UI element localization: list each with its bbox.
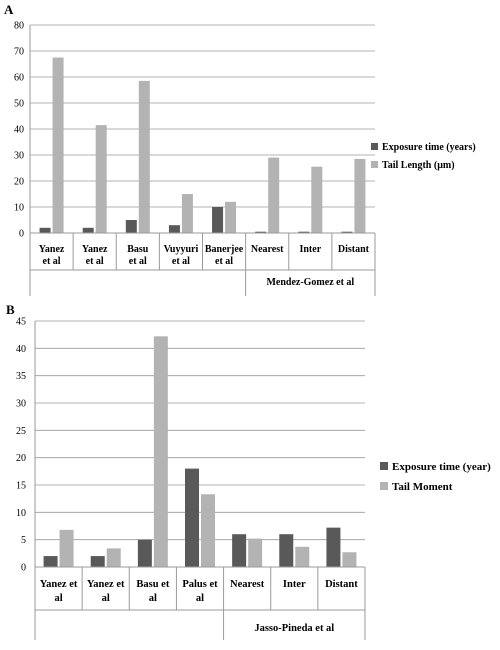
bar-exposure-4: [232, 534, 247, 567]
bar-exposure-0: [39, 227, 51, 233]
bar-exposure-6: [298, 231, 310, 233]
chart-panel-b: 0 5 10 15 20 25 30 35 40 45 Yanez et al Yanez et al Ba…: [16, 317, 491, 640]
y-tick-label: 20: [14, 177, 24, 188]
chart-panel-a: 0 10 20 30 40 50 60 70 80 Yanez et al Yanez et al Bas…: [14, 21, 476, 296]
y-tick-label: 15: [16, 481, 26, 492]
x-category-label: Inter: [299, 244, 321, 255]
x-category-label: Yanez et al: [39, 244, 65, 267]
bar-exposure-0: [43, 556, 58, 567]
x-category-label: Nearest: [230, 579, 265, 590]
bar-tail-5: [295, 546, 310, 567]
bar-tail-2: [153, 336, 168, 567]
y-tick-label: 80: [14, 21, 24, 32]
bar-tail-3: [181, 194, 193, 233]
bar-tail-1: [106, 548, 121, 567]
x-category-label: Palus et al: [182, 579, 218, 604]
legend-swatch-0: [380, 462, 388, 470]
y-tick-label: 35: [16, 371, 26, 382]
panel-letter-a: A: [4, 2, 14, 17]
bar-exposure-4: [212, 207, 224, 233]
legend-label: Tail Length (μm): [382, 160, 455, 171]
bar-tail-6: [311, 166, 323, 233]
bar-tail-6: [342, 552, 357, 567]
x-category-label: Banerjee et al: [205, 244, 244, 267]
group-label: Jasso-Pineda et al: [254, 623, 334, 634]
x-category-label: Basu et al: [136, 579, 169, 604]
legend-swatch-1: [380, 482, 388, 490]
legend-label: Exposure time (years): [382, 142, 476, 153]
bar-exposure-1: [82, 227, 94, 233]
x-category-label: Inter: [283, 579, 306, 590]
bar-tail-4: [248, 538, 263, 567]
bar-exposure-3: [168, 225, 180, 233]
y-tick-label: 70: [14, 47, 24, 58]
bar-exposure-3: [185, 468, 199, 567]
group-label: Mendez-Gomez et al: [266, 277, 354, 288]
y-tick-label: 0: [21, 563, 26, 574]
legend-swatch-0: [371, 143, 378, 150]
y-tick-label: 0: [19, 229, 24, 240]
x-category-label: Nearest: [251, 244, 284, 255]
y-tick-label: 60: [14, 73, 24, 84]
y-tick-label: 5: [21, 535, 26, 546]
x-category-label: Distant: [325, 579, 358, 590]
y-tick-label: 25: [16, 426, 26, 437]
bar-tail-5: [268, 157, 280, 233]
bar-tail-1: [95, 125, 107, 233]
x-category-label: Yanez et al: [82, 244, 108, 267]
legend-label: Exposure time (year): [392, 461, 491, 473]
bar-exposure-5: [279, 534, 294, 567]
bar-tail-0: [52, 57, 64, 233]
bar-tail-7: [354, 158, 366, 233]
bar-tail-0: [59, 529, 74, 567]
x-category-label: Yanez et al: [87, 579, 125, 604]
legend-swatch-1: [371, 161, 378, 168]
y-tick-label: 30: [16, 399, 26, 410]
y-tick-label: 10: [14, 203, 24, 214]
bar-exposure-2: [137, 539, 152, 567]
y-tick-label: 30: [14, 151, 24, 162]
bar-exposure-6: [326, 527, 341, 567]
panel-letter-b: B: [6, 302, 15, 317]
bar-exposure-1: [90, 556, 105, 567]
bar-exposure-7: [341, 231, 353, 233]
y-tick-label: 45: [16, 317, 26, 328]
bar-tail-2: [138, 80, 150, 234]
bar-exposure-5: [255, 231, 267, 233]
y-tick-label: 20: [16, 453, 26, 464]
y-tick-label: 10: [16, 508, 26, 519]
bar-exposure-2: [125, 220, 137, 233]
y-tick-label: 40: [14, 125, 24, 136]
y-tick-label: 50: [14, 99, 24, 110]
x-category-label: Basu et al: [127, 244, 149, 267]
x-category-label: Distant: [338, 244, 370, 255]
x-category-label: Yanez et al: [40, 579, 78, 604]
bar-tail-4: [225, 201, 237, 233]
legend-label: Tail Moment: [392, 481, 453, 493]
x-category-label: Vuyyuri et al: [164, 244, 199, 267]
bar-tail-3: [201, 494, 215, 567]
y-tick-label: 40: [16, 344, 26, 355]
